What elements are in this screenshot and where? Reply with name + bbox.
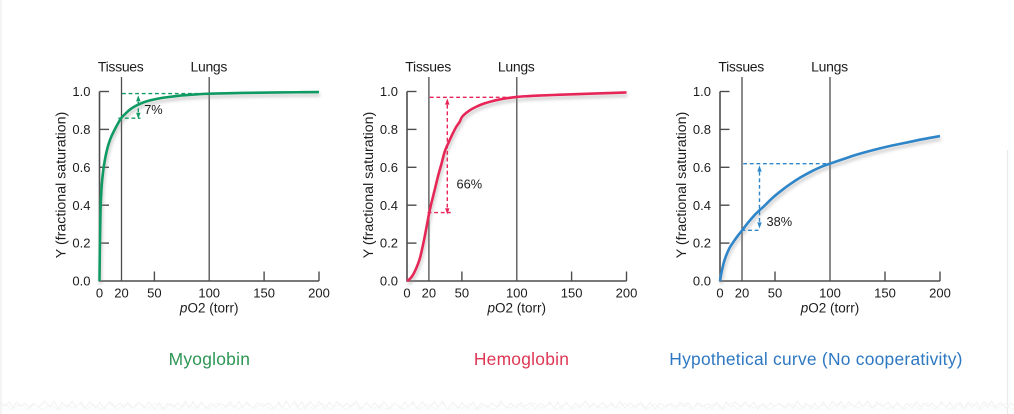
svg-text:pO2 (torr): pO2 (torr): [800, 301, 860, 316]
svg-text:Y (fractional saturation): Y (fractional saturation): [54, 112, 70, 258]
svg-text:100: 100: [198, 286, 220, 301]
svg-text:50: 50: [147, 286, 161, 301]
svg-text:0.8: 0.8: [380, 122, 398, 137]
svg-text:Y (fractional saturation): Y (fractional saturation): [674, 112, 690, 258]
svg-text:0.2: 0.2: [693, 236, 711, 251]
svg-text:Hypothetical curve (No coopera: Hypothetical curve (No cooperativity): [669, 349, 962, 369]
svg-text:150: 150: [561, 286, 583, 301]
svg-text:100: 100: [506, 286, 528, 301]
svg-text:pO2 (torr): pO2 (torr): [179, 301, 239, 316]
svg-text:0.2: 0.2: [72, 236, 90, 251]
svg-text:50: 50: [768, 286, 782, 301]
svg-text:Myoglobin: Myoglobin: [169, 349, 251, 369]
svg-text:66%: 66%: [457, 177, 483, 192]
svg-text:200: 200: [616, 286, 638, 301]
svg-text:0.2: 0.2: [380, 236, 398, 251]
svg-text:0.4: 0.4: [380, 198, 398, 213]
svg-text:7%: 7%: [144, 102, 163, 117]
svg-text:20: 20: [735, 286, 749, 301]
svg-text:0.6: 0.6: [380, 160, 398, 175]
svg-text:Hemoglobin: Hemoglobin: [474, 349, 569, 369]
svg-text:0.0: 0.0: [693, 274, 711, 289]
svg-text:150: 150: [253, 286, 275, 301]
svg-text:Y (fractional saturation): Y (fractional saturation): [361, 112, 377, 258]
svg-text:pO2 (torr): pO2 (torr): [487, 301, 547, 316]
svg-text:1.0: 1.0: [693, 84, 711, 99]
svg-text:0.6: 0.6: [693, 160, 711, 175]
svg-text:0.0: 0.0: [72, 274, 90, 289]
svg-text:0.8: 0.8: [693, 122, 711, 137]
svg-text:0: 0: [403, 286, 410, 301]
svg-text:150: 150: [874, 286, 896, 301]
svg-text:Lungs: Lungs: [190, 59, 227, 75]
svg-text:200: 200: [308, 286, 330, 301]
svg-text:0.0: 0.0: [380, 274, 398, 289]
svg-text:1.0: 1.0: [72, 84, 90, 99]
svg-text:0.8: 0.8: [72, 122, 90, 137]
svg-text:0.4: 0.4: [693, 198, 711, 213]
svg-text:1.0: 1.0: [380, 84, 398, 99]
svg-text:Tissues: Tissues: [98, 59, 144, 75]
svg-text:50: 50: [455, 286, 469, 301]
svg-text:0: 0: [716, 286, 723, 301]
svg-text:100: 100: [819, 286, 841, 301]
svg-text:0.6: 0.6: [72, 160, 90, 175]
svg-text:Tissues: Tissues: [405, 59, 451, 75]
svg-text:0.4: 0.4: [72, 198, 90, 213]
svg-text:Lungs: Lungs: [811, 59, 848, 75]
svg-text:20: 20: [114, 286, 128, 301]
svg-text:Tissues: Tissues: [718, 59, 764, 75]
svg-text:38%: 38%: [767, 214, 793, 229]
svg-text:200: 200: [929, 286, 951, 301]
svg-text:20: 20: [422, 286, 436, 301]
svg-text:Lungs: Lungs: [498, 59, 535, 75]
svg-text:0: 0: [96, 286, 103, 301]
